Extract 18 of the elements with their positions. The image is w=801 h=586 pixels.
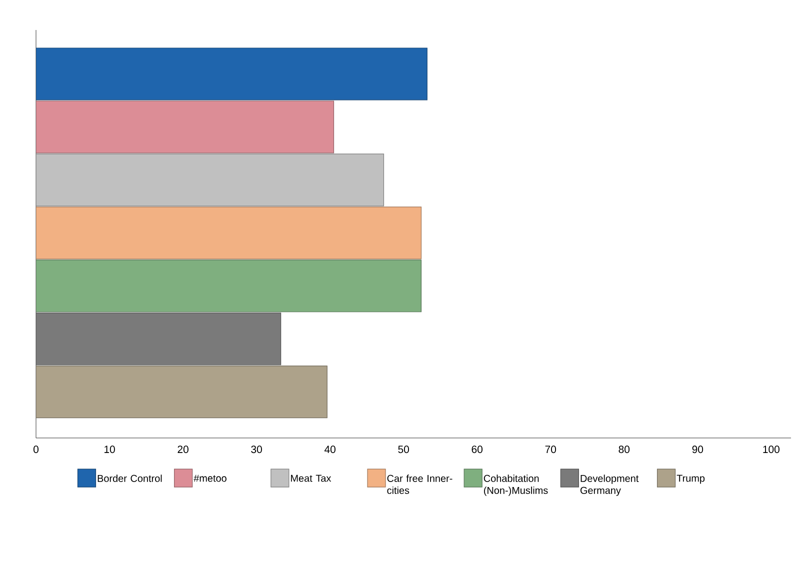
- legend-label: Border Control: [98, 474, 162, 482]
- legend-label: Meat Tax: [291, 474, 332, 482]
- x-tick-label: 80: [618, 446, 630, 454]
- x-tick-label: 40: [324, 446, 336, 454]
- x-tick-label: 60: [472, 446, 483, 454]
- legend-label: Cohabitation (Non-)Muslims: [484, 474, 548, 496]
- x-tick-label: 0: [34, 446, 39, 454]
- x-tick-label: 10: [104, 446, 115, 454]
- x-tick-label: 30: [251, 446, 262, 454]
- legend-label: Development Germany: [580, 474, 639, 496]
- x-tick-label: 50: [398, 446, 409, 454]
- x-tick-label: 20: [178, 446, 188, 454]
- x-tick-label: 100: [763, 446, 780, 454]
- x-tick-label: 90: [692, 446, 704, 454]
- legend-label: #metoo: [194, 474, 226, 482]
- x-tick-label: 70: [545, 446, 556, 454]
- legend-label: Car free Inner-cities: [387, 474, 452, 494]
- legend-label: Trump: [676, 474, 705, 484]
